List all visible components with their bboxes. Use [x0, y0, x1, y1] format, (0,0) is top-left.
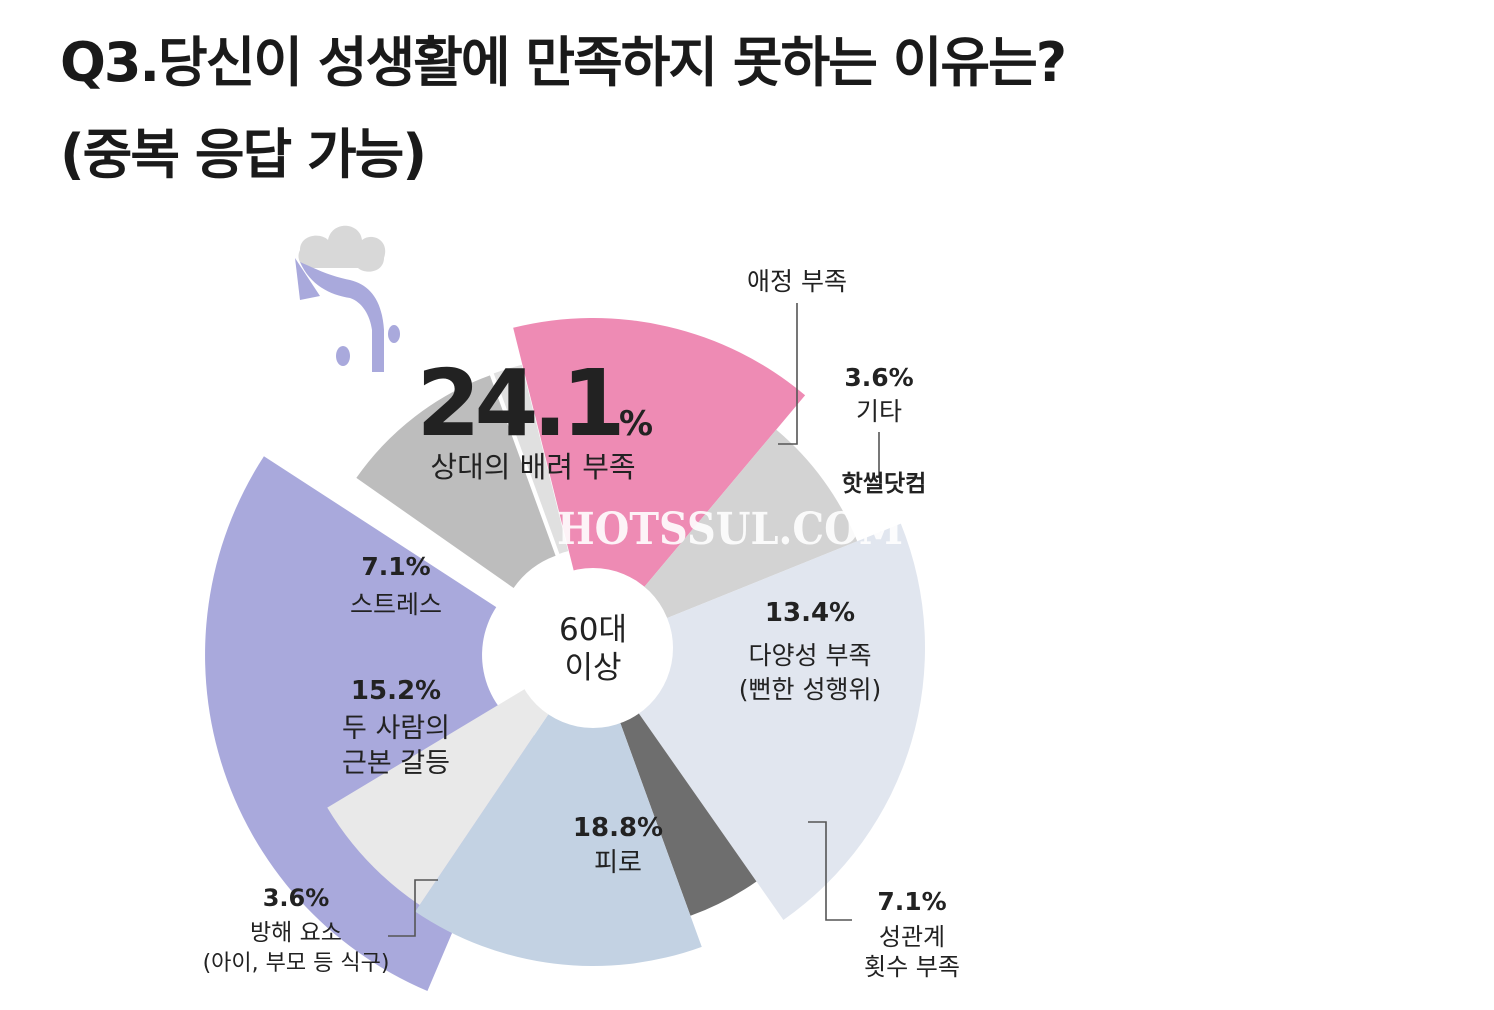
slice-category-label: 애정 부족 [747, 267, 847, 296]
slice-value-label: 7.1% [877, 887, 946, 916]
title-line-2: (중복 응답 가능) [60, 123, 427, 186]
slice-value-label: 3.6% [844, 363, 913, 392]
pie-slices [205, 318, 925, 992]
slice-category-label: 근본 갈등 [342, 748, 450, 779]
slice-value-label: 13.4% [765, 598, 855, 628]
leader-line [388, 879, 438, 937]
leader-line [808, 821, 852, 921]
pie-slice [356, 375, 556, 589]
slice-value-label: 18.8% [573, 813, 663, 843]
title-line-1: Q3.당신이 성생활에 만족하지 못하는 이유는? [60, 31, 1067, 94]
slice-category-label: (뻔한 성행위) [739, 675, 881, 704]
slice-value-percent-sign: % [619, 404, 653, 444]
pie-slice [327, 685, 553, 906]
slice-category-label: 스트레스 [350, 590, 442, 619]
pie-slice [634, 523, 925, 920]
slice-value-label: 3.6% [263, 884, 330, 912]
slice-value-label: 15.2% [351, 676, 441, 706]
center-hole [513, 568, 673, 728]
pie-slice [639, 429, 858, 622]
slice-category-label: 방해 요소 [250, 920, 342, 946]
watermark-korean: 핫썰닷컴 [842, 471, 927, 497]
slice-category-label: 피로 [594, 848, 642, 878]
pie-slice [617, 706, 757, 916]
pie-slice [513, 318, 806, 593]
leader-lines [388, 303, 880, 937]
center-label-line-1: 60대 [559, 612, 627, 648]
slice-category-label: 상대의 배려 부족 [430, 450, 635, 484]
slice-category-label: 성관계 [879, 923, 945, 951]
slice-value-label: 7.1% [361, 552, 430, 581]
watermark-english: HOTSSUL.COM [557, 504, 903, 555]
watering-can-illustration [295, 225, 400, 372]
slice-category-label: 다양성 부족 [749, 641, 872, 670]
center-label-line-2: 이상 [564, 650, 621, 686]
pie-slice [493, 364, 569, 554]
leader-line [778, 303, 798, 445]
page-title: Q3.당신이 성생활에 만족하지 못하는 이유는? (중복 응답 가능) [60, 36, 1067, 186]
slice-value-label: 24.1 [417, 350, 620, 457]
pie-slice [415, 707, 702, 966]
slice-category-label: (아이, 부모 등 식구) [203, 951, 390, 976]
slice-category-label: 두 사람의 [342, 713, 450, 744]
slice-category-label: 횟수 부족 [864, 953, 960, 981]
slice-category-label: 기타 [856, 397, 902, 426]
